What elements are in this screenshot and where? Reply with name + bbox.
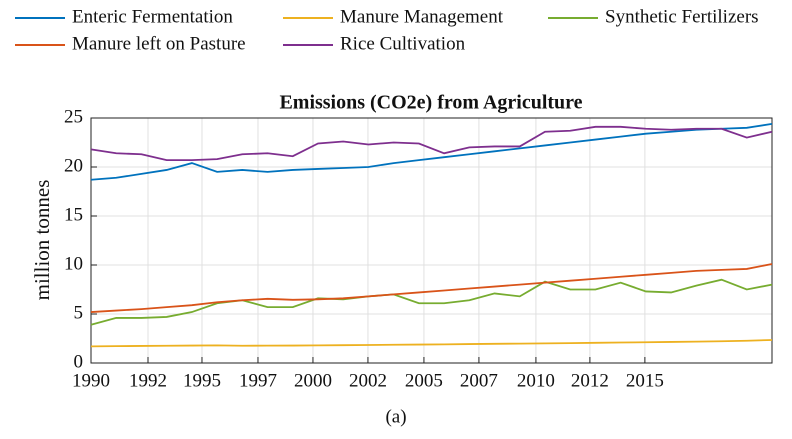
x-tick-label: 1995 xyxy=(183,370,221,391)
series-line xyxy=(90,263,773,313)
series-line xyxy=(90,278,773,326)
legend-label: Enteric Fermentation xyxy=(72,6,233,27)
series-line xyxy=(90,339,773,348)
y-tick-label: 25 xyxy=(64,106,83,127)
series-line xyxy=(90,122,773,181)
legend-label: Manure Management xyxy=(340,6,504,27)
legend-label: Rice Cultivation xyxy=(340,33,466,54)
legend-label: Synthetic Fertilizers xyxy=(605,6,759,27)
legend-label: Manure left on Pasture xyxy=(72,33,246,54)
x-tick-label: 2005 xyxy=(405,370,443,391)
plot-frame xyxy=(90,117,773,364)
y-axis-label: million tonnes xyxy=(30,180,54,301)
y-tick-label: 20 xyxy=(64,155,83,176)
caption: (a) xyxy=(385,406,406,427)
x-tick-label: 1990 xyxy=(72,370,110,391)
y-tick-label: 10 xyxy=(64,253,83,274)
series-line xyxy=(90,125,773,162)
x-tick-label: 1997 xyxy=(239,370,277,391)
x-tick-label: 2015 xyxy=(626,370,664,391)
chart-title: Emissions (CO2e) from Agriculture xyxy=(279,92,582,114)
x-tick-label: 2010 xyxy=(517,370,555,391)
x-tick-label: 1992 xyxy=(129,370,167,391)
x-tick-label: 2012 xyxy=(571,370,609,391)
y-tick-label: 0 xyxy=(74,351,84,372)
x-tick-label: 2007 xyxy=(460,370,498,391)
y-tick-label: 5 xyxy=(74,302,84,323)
y-tick-label: 15 xyxy=(64,204,83,225)
x-tick-label: 2002 xyxy=(349,370,387,391)
x-tick-label: 2000 xyxy=(294,370,332,391)
